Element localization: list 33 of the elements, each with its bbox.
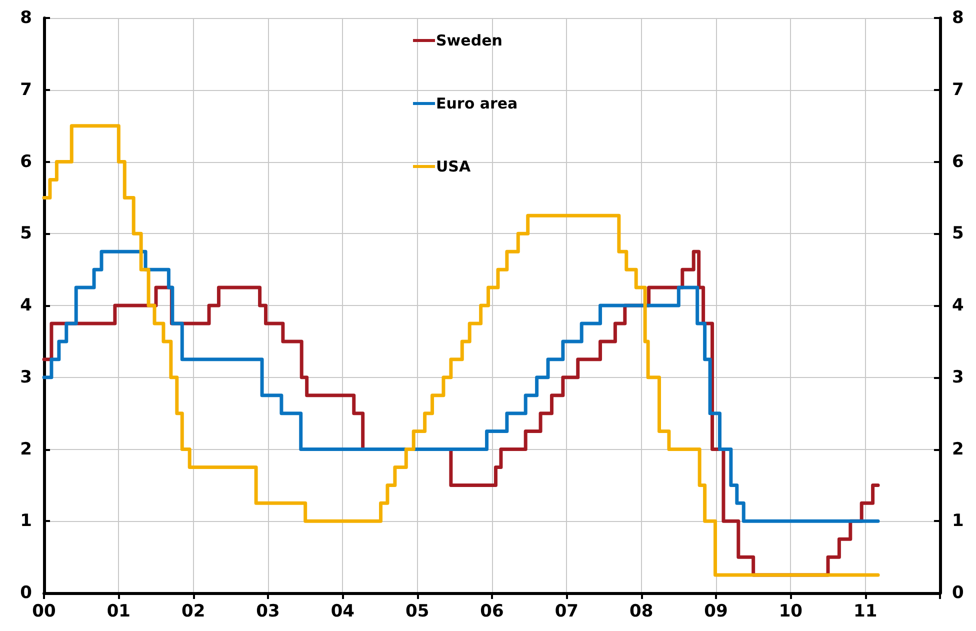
y2-tick-label: 8 bbox=[952, 8, 964, 28]
y-tick-label: 0 bbox=[20, 583, 32, 603]
x-tick-label: 06 bbox=[480, 602, 504, 622]
y2-tick-label: 3 bbox=[952, 367, 964, 388]
legend-label: Euro area bbox=[436, 94, 518, 112]
x-tick-label: 05 bbox=[405, 602, 430, 622]
y-tick-label: 5 bbox=[20, 224, 32, 244]
y2-tick-label: 1 bbox=[952, 511, 964, 532]
x-tick-label: 11 bbox=[853, 602, 878, 622]
x-tick-label: 03 bbox=[256, 602, 280, 622]
y2-tick-label: 4 bbox=[952, 296, 964, 316]
legend-label: USA bbox=[436, 158, 471, 176]
x-tick-label: 01 bbox=[106, 602, 131, 622]
y2-tick-label: 7 bbox=[952, 80, 964, 100]
x-tick-label: 07 bbox=[554, 602, 579, 622]
legend-label: Sweden bbox=[436, 32, 502, 50]
x-tick-label: 04 bbox=[330, 602, 355, 622]
y-tick-label: 3 bbox=[20, 367, 32, 388]
x-tick-label: 09 bbox=[704, 602, 728, 622]
y-tick-label: 7 bbox=[20, 80, 32, 100]
y-tick-label: 6 bbox=[20, 152, 32, 172]
y-tick-label: 2 bbox=[20, 439, 32, 460]
y2-tick-label: 2 bbox=[952, 439, 964, 460]
y2-tick-label: 0 bbox=[952, 583, 964, 603]
x-tick-label: 00 bbox=[32, 602, 56, 622]
y2-tick-label: 6 bbox=[952, 152, 964, 172]
y-tick-label: 4 bbox=[20, 296, 32, 316]
y-tick-label: 1 bbox=[20, 511, 32, 532]
y-tick-label: 8 bbox=[20, 8, 32, 28]
y2-tick-label: 5 bbox=[952, 224, 964, 244]
x-tick-label: 02 bbox=[181, 602, 206, 622]
x-tick-label: 08 bbox=[629, 602, 654, 622]
x-tick-label: 10 bbox=[778, 602, 803, 622]
